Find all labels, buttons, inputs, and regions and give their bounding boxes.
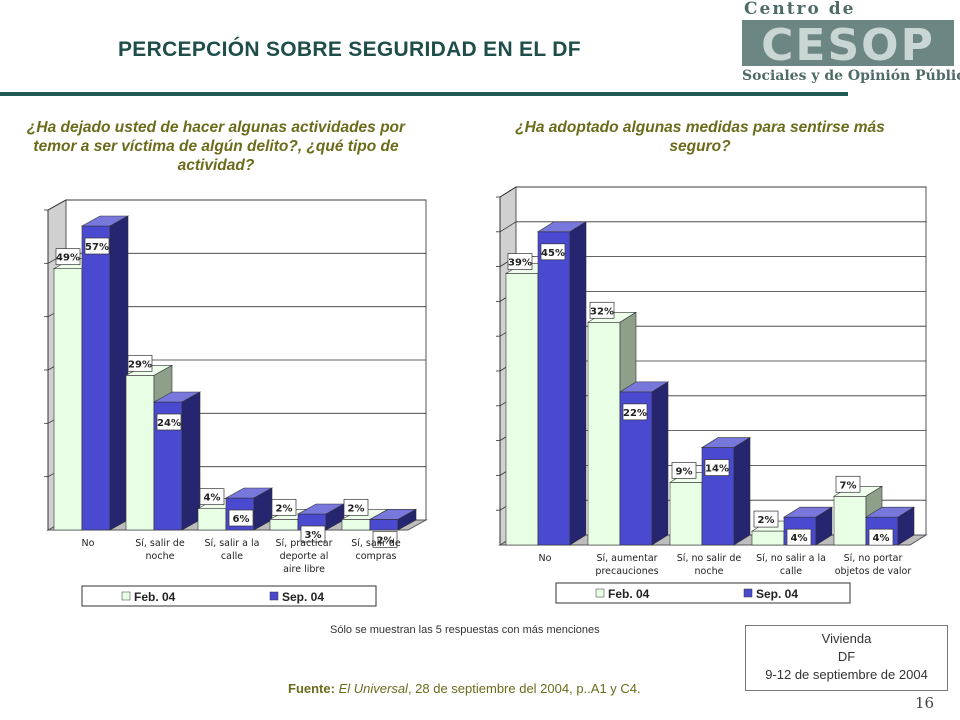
data-label-feb-3: 2%	[753, 510, 779, 528]
data-label-sep-2: 14%	[704, 459, 730, 476]
data-label-feb-2: 4%	[199, 488, 225, 506]
category-label-1: Sí, salir de noche	[135, 538, 185, 562]
svg-text:CESOP: CESOP	[761, 20, 935, 66]
svg-text:2%: 2%	[758, 515, 775, 526]
svg-text:22%: 22%	[623, 408, 647, 419]
svg-text:4%: 4%	[204, 493, 221, 504]
svg-text:7%: 7%	[840, 480, 857, 491]
survey-dates: 9-12 de septiembre de 2004	[765, 667, 928, 682]
bar-sep-0	[536, 221, 588, 546]
data-label-sep-2: 6%	[228, 509, 254, 527]
svg-text:6%: 6%	[233, 514, 250, 525]
svg-text:49%: 49%	[56, 253, 80, 264]
legend-label-sep: Sep. 04	[282, 590, 324, 604]
cesop-logo: Centro de Estudios CESOP Sociales y de O…	[738, 0, 960, 92]
legend-label-feb: Feb. 04	[608, 587, 650, 601]
page-title: PERCEPCIÓN SOBRE SEGURIDAD EN EL DF	[118, 38, 581, 61]
cesop-logo-mark: CESOP	[742, 20, 954, 66]
legend-swatch-sep	[269, 591, 279, 601]
data-label-feb-4: 2%	[343, 498, 369, 516]
right-chart-question: ¿Ha adoptado algunas medidas para sentir…	[515, 119, 885, 155]
svg-text:2%: 2%	[348, 503, 365, 514]
svg-text:24%: 24%	[157, 418, 181, 429]
gridline-side	[499, 186, 517, 198]
svg-text:45%: 45%	[541, 248, 565, 259]
svg-text:14%: 14%	[705, 464, 729, 475]
chart-activities-stopped: 49% 57% No 29% 24% Sí, salir de noche 4% 6% Sí, s…	[44, 199, 428, 607]
data-label-feb-0: 49%	[55, 248, 81, 266]
data-label-sep-4: 4%	[868, 528, 894, 546]
left-chart-question: ¿Ha dejado usted de hacer algunas activi…	[26, 119, 406, 174]
svg-text:39%: 39%	[508, 258, 532, 269]
svg-text:57%: 57%	[85, 242, 109, 253]
legend: Feb. 04 Sep. 04	[555, 582, 851, 604]
category-label-2: Sí, salir a la calle	[205, 538, 260, 562]
legend-label-sep: Sep. 04	[756, 587, 798, 601]
data-label-sep-3: 4%	[786, 528, 812, 546]
chart-security-measures: 39% 45% No 32% 22% Sí, aumentar precauciones 9%…	[496, 186, 928, 604]
data-label-feb-2: 9%	[671, 462, 697, 479]
svg-text:29%: 29%	[128, 359, 152, 370]
gridline-side	[47, 199, 67, 211]
svg-text:4%: 4%	[791, 533, 808, 544]
title-divider	[0, 92, 848, 96]
legend-label-feb: Feb. 04	[134, 590, 176, 604]
source-details: , 28 de septiembre del 2004, p..A1 y C4.	[407, 681, 641, 696]
bar-sep-0	[80, 215, 130, 531]
svg-text:32%: 32%	[590, 306, 614, 317]
chart-note: Sólo se muestran las 5 respuestas con má…	[330, 624, 600, 636]
data-label-sep-1: 24%	[156, 413, 182, 431]
category-label-0: No	[82, 538, 95, 549]
category-label-2: Sí, no salir de noche	[677, 553, 742, 577]
legend-swatch-feb	[121, 591, 131, 601]
page-number: 16	[915, 694, 935, 712]
bar-sep-2	[700, 437, 752, 546]
legend-swatch-feb	[595, 588, 605, 598]
source-publication: El Universal	[338, 681, 408, 696]
legend: Feb. 04 Sep. 04	[81, 585, 377, 607]
logo-line-2: Sociales y de Opinión Pública	[742, 68, 960, 84]
data-label-feb-1: 29%	[127, 354, 153, 372]
source-citation: Fuente: El Universal, 28 de septiembre d…	[288, 681, 641, 696]
data-label-sep-0: 57%	[84, 237, 110, 255]
data-label-feb-1: 32%	[589, 301, 615, 319]
data-label-feb-0: 39%	[507, 253, 533, 270]
source-label: Fuente:	[288, 681, 335, 696]
category-label-3: Sí, no salir a la calle	[756, 553, 826, 577]
category-label-1: Sí, aumentar precauciones	[595, 553, 658, 577]
svg-text:3%: 3%	[305, 530, 322, 541]
data-label-sep-0: 45%	[540, 243, 566, 261]
survey-type: Vivienda	[821, 631, 872, 646]
data-label-sep-1: 22%	[622, 403, 648, 421]
data-label-feb-3: 2%	[271, 498, 297, 516]
category-label-4: Sí, salir de compras	[351, 538, 401, 562]
survey-location: DF	[837, 649, 856, 664]
survey-info-box: Vivienda DF 9-12 de septiembre de 2004	[745, 625, 948, 691]
data-label-sep-3: 3%	[300, 525, 326, 543]
svg-text:4%: 4%	[873, 533, 890, 544]
legend-swatch-sep	[743, 588, 753, 598]
category-label-3: Sí, practicar deporte al aire libre	[275, 538, 332, 575]
gridline-side	[499, 221, 517, 233]
svg-text:2%: 2%	[276, 503, 293, 514]
data-label-sep-4: 2%	[372, 530, 398, 548]
category-label-4: Sí, no portar objetos de valor	[835, 553, 912, 577]
data-label-feb-4: 7%	[835, 475, 861, 493]
svg-text:2%: 2%	[377, 535, 394, 546]
bar-sep-4	[368, 508, 418, 531]
svg-text:9%: 9%	[676, 466, 693, 477]
category-label-0: No	[539, 553, 552, 564]
